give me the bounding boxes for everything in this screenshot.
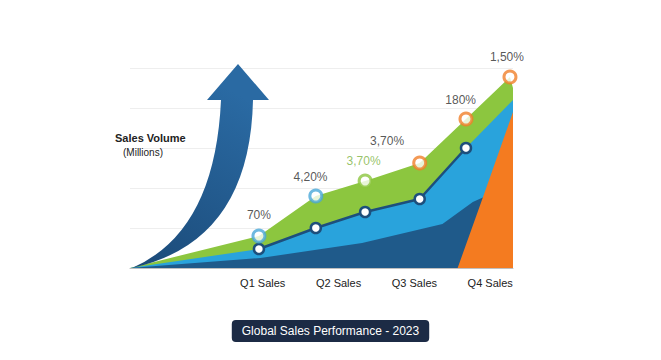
svg-text:3,70%: 3,70% xyxy=(347,154,381,168)
svg-text:3,70%: 3,70% xyxy=(370,134,404,148)
svg-text:Global Sales Performance - 202: Global Sales Performance - 2023 xyxy=(242,324,420,338)
svg-text:4,20%: 4,20% xyxy=(293,170,327,184)
svg-text:180%: 180% xyxy=(445,93,476,107)
svg-text:Q4 Sales: Q4 Sales xyxy=(468,277,514,289)
svg-text:Q1 Sales: Q1 Sales xyxy=(240,277,286,289)
svg-text:70%: 70% xyxy=(247,208,271,222)
svg-text:(Millions): (Millions) xyxy=(123,147,163,158)
svg-text:Sales Volume: Sales Volume xyxy=(115,132,186,144)
svg-text:1,50%: 1,50% xyxy=(490,50,524,64)
svg-text:Q3 Sales: Q3 Sales xyxy=(392,277,438,289)
svg-text:Q2 Sales: Q2 Sales xyxy=(316,277,362,289)
